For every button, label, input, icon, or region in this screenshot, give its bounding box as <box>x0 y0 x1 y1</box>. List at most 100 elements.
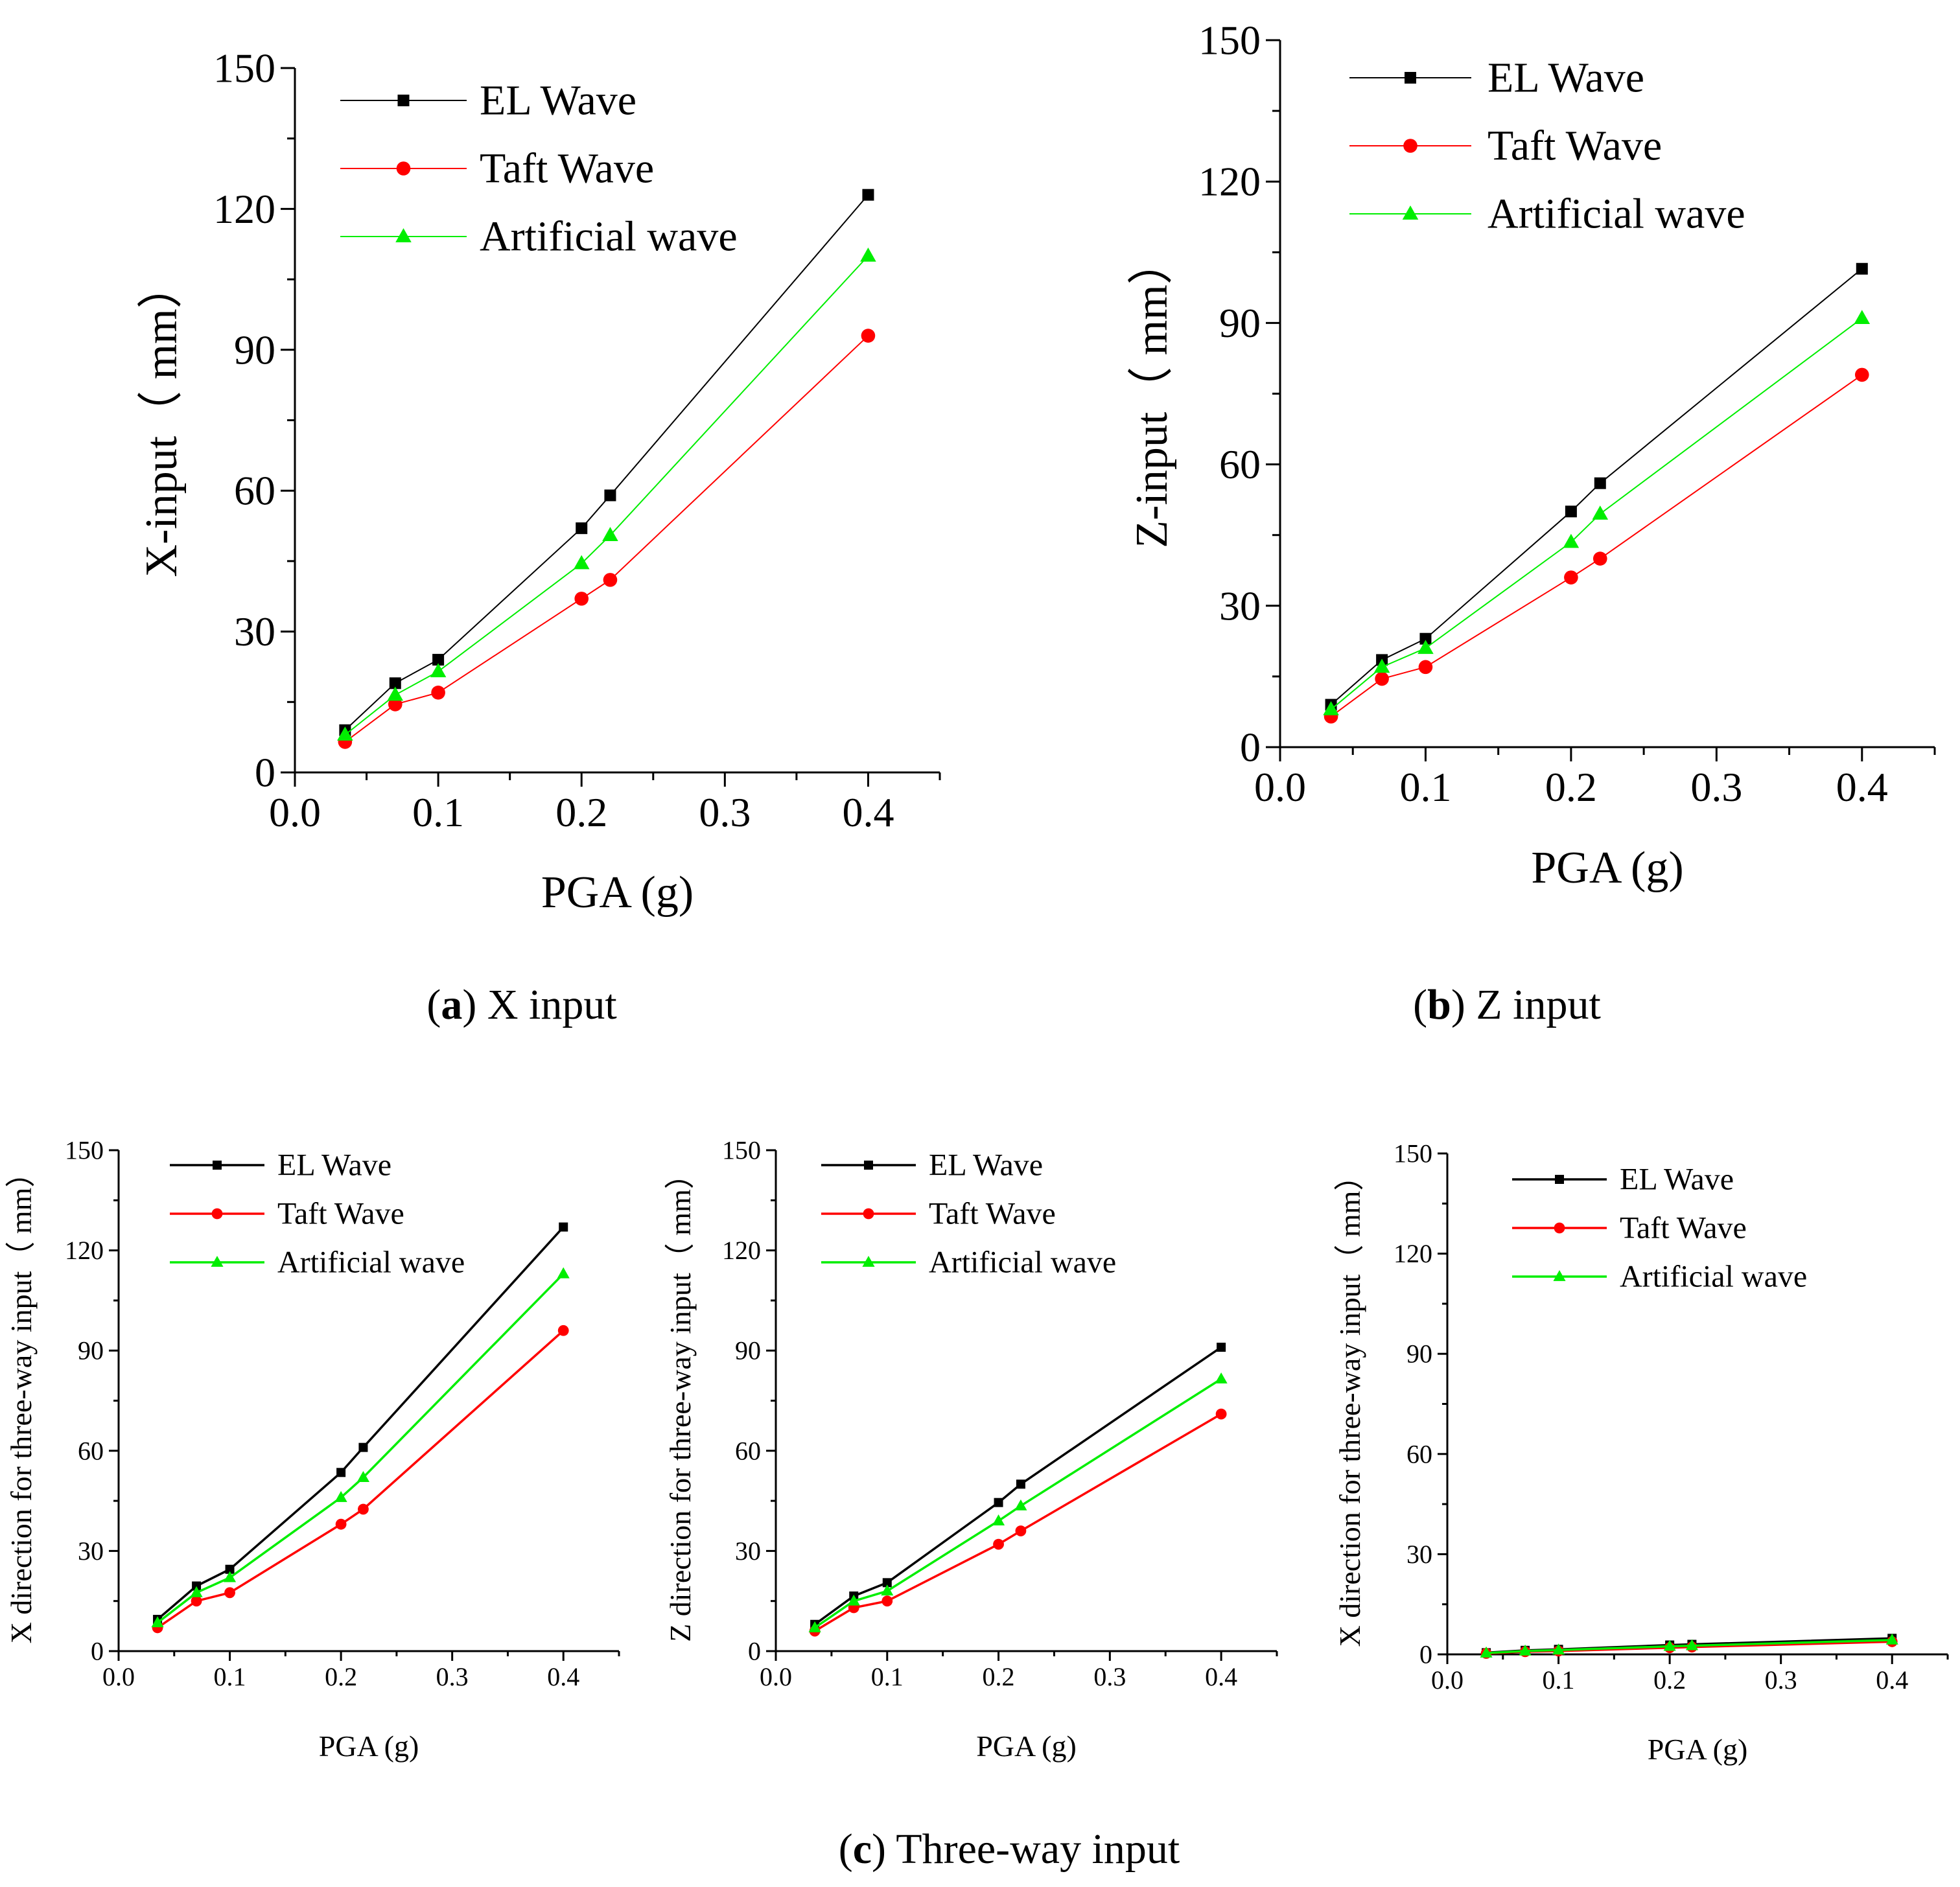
x-axis-label: PGA (g) <box>541 868 694 918</box>
x-tick-label: 0.2 <box>555 789 607 835</box>
x-tick-label: 0.1 <box>1399 764 1451 810</box>
y-tick-label: 90 <box>1406 1339 1432 1369</box>
y-axis-label: Z-input（ mm） <box>1127 239 1177 548</box>
data-point-artificial-wave <box>860 247 876 262</box>
y-tick-label: 60 <box>234 468 275 514</box>
legend: EL Wave Taft Wave Artificial wave <box>170 1148 465 1280</box>
legend-label-taft-wave: Taft Wave <box>480 145 654 192</box>
data-point-el-wave <box>1594 477 1606 489</box>
y-tick-label: 0 <box>748 1637 761 1666</box>
legend-label-el-wave: EL Wave <box>1620 1163 1734 1197</box>
data-point-artificial-wave <box>1014 1499 1027 1511</box>
series-artificial-wave <box>808 1372 1228 1632</box>
data-point-artificial-wave <box>602 527 618 541</box>
series-line-artificial-wave <box>814 1378 1222 1629</box>
data-point-artificial-wave <box>1854 310 1871 325</box>
data-point-artificial-wave <box>356 1471 369 1482</box>
caption-b: (b) Z input <box>1413 981 1601 1028</box>
legend-label-taft-wave: Taft Wave <box>277 1197 404 1231</box>
y-tick-label: 120 <box>213 186 275 232</box>
legend: EL Wave Taft Wave Artificial wave <box>1512 1163 1807 1294</box>
data-point-el-wave <box>1419 632 1432 645</box>
y-tick-label: 30 <box>1406 1540 1432 1569</box>
y-tick-label: 120 <box>65 1236 104 1265</box>
x-tick-label: 0.4 <box>1836 764 1888 810</box>
data-point-artificial-wave <box>1685 1639 1698 1650</box>
data-point-artificial-wave <box>1418 640 1434 654</box>
y-tick-label: 0 <box>91 1637 104 1666</box>
series-taft-wave <box>338 329 876 749</box>
data-point-el-wave <box>336 1468 346 1477</box>
caption-a: (a) X input <box>426 981 616 1028</box>
data-point-artificial-wave <box>337 726 353 741</box>
x-tick-label: 0.1 <box>412 789 464 835</box>
legend-label-artificial-wave: Artificial wave <box>1620 1260 1807 1294</box>
data-point-artificial-wave <box>387 686 404 701</box>
data-point-el-wave <box>389 677 401 689</box>
data-point-taft-wave <box>861 329 876 343</box>
y-tick-label: 150 <box>1394 1139 1432 1168</box>
x-tick-label: 0.4 <box>1205 1662 1237 1691</box>
data-point-artificial-wave <box>1323 700 1339 715</box>
data-point-taft-wave <box>335 1518 347 1530</box>
data-point-artificial-wave <box>1563 533 1580 548</box>
data-point-artificial-wave <box>430 663 447 678</box>
data-point-taft-wave <box>191 1595 202 1607</box>
data-point-taft-wave <box>1564 570 1578 585</box>
legend-marker-artificial-wave <box>1402 205 1419 220</box>
data-point-artificial-wave <box>224 1571 237 1582</box>
caption-c-text: Three-way input <box>886 1825 1180 1873</box>
x-tick-label: 0.0 <box>269 789 321 835</box>
data-point-el-wave <box>358 1442 368 1452</box>
data-point-artificial-wave <box>1885 1633 1898 1645</box>
y-tick-label: 0 <box>1419 1640 1432 1669</box>
y-tick-label: 120 <box>722 1236 761 1265</box>
chart-b: 0 30 60 90 120 150 0.0 0.1 0.2 0.3 0.4 PGA (g) Z-inp… <box>1127 17 1936 893</box>
y-tick-label: 150 <box>65 1136 104 1165</box>
series-artificial-wave <box>337 247 876 741</box>
x-tick-label: 0.1 <box>1543 1665 1575 1695</box>
legend-marker-el-wave <box>1555 1175 1564 1184</box>
data-point-taft-wave <box>224 1587 235 1599</box>
data-point-taft-wave <box>603 573 618 587</box>
data-point-artificial-wave <box>334 1490 347 1502</box>
chart-c3: 0 30 60 90 120 150 0.0 0.1 0.2 0.3 0.4 PGA (g) X dir… <box>1333 1139 1949 1766</box>
y-axis-label: X direction for three-way input（ mm） <box>5 1158 38 1644</box>
data-point-artificial-wave <box>557 1267 570 1279</box>
y-tick-label: 60 <box>1406 1439 1432 1468</box>
legend-label-taft-wave: Taft Wave <box>1620 1211 1747 1245</box>
series-artificial-wave <box>1480 1633 1898 1658</box>
data-point-taft-wave <box>993 1538 1004 1550</box>
y-tick-label: 120 <box>1394 1239 1432 1268</box>
legend-marker-taft-wave <box>1554 1222 1565 1234</box>
data-point-taft-wave <box>1854 367 1869 382</box>
y-tick-label: 90 <box>78 1336 104 1365</box>
caption-b-text: Z input <box>1465 981 1601 1028</box>
series-line-artificial-wave <box>1486 1639 1893 1654</box>
data-point-el-wave <box>192 1581 202 1591</box>
y-tick-label: 30 <box>735 1536 761 1566</box>
series-line-taft-wave <box>814 1413 1222 1632</box>
legend: EL Wave Taft Wave Artificial wave <box>821 1148 1116 1280</box>
data-point-taft-wave <box>881 1595 893 1607</box>
data-point-el-wave <box>559 1222 568 1232</box>
y-tick-label: 150 <box>1198 17 1261 64</box>
legend-marker-artificial-wave <box>395 228 412 242</box>
series-line-el-wave <box>156 1226 565 1621</box>
series-line-el-wave <box>344 194 869 731</box>
legend-label-artificial-wave: Artificial wave <box>929 1245 1116 1280</box>
data-point-taft-wave <box>388 697 402 712</box>
x-tick-label: 0.4 <box>547 1662 579 1691</box>
series-el-wave <box>339 189 874 736</box>
legend-label-taft-wave: Taft Wave <box>929 1197 1056 1231</box>
y-tick-label: 150 <box>722 1136 761 1165</box>
y-tick-label: 60 <box>735 1436 761 1465</box>
series-el-wave <box>1325 262 1868 711</box>
x-tick-label: 0.2 <box>983 1662 1015 1691</box>
y-tick-label: 30 <box>234 608 275 654</box>
legend-marker-artificial-wave <box>1553 1269 1566 1281</box>
caption-c-letter: c <box>853 1825 872 1873</box>
data-point-artificial-wave <box>881 1584 894 1596</box>
legend-marker-el-wave <box>1405 72 1416 84</box>
